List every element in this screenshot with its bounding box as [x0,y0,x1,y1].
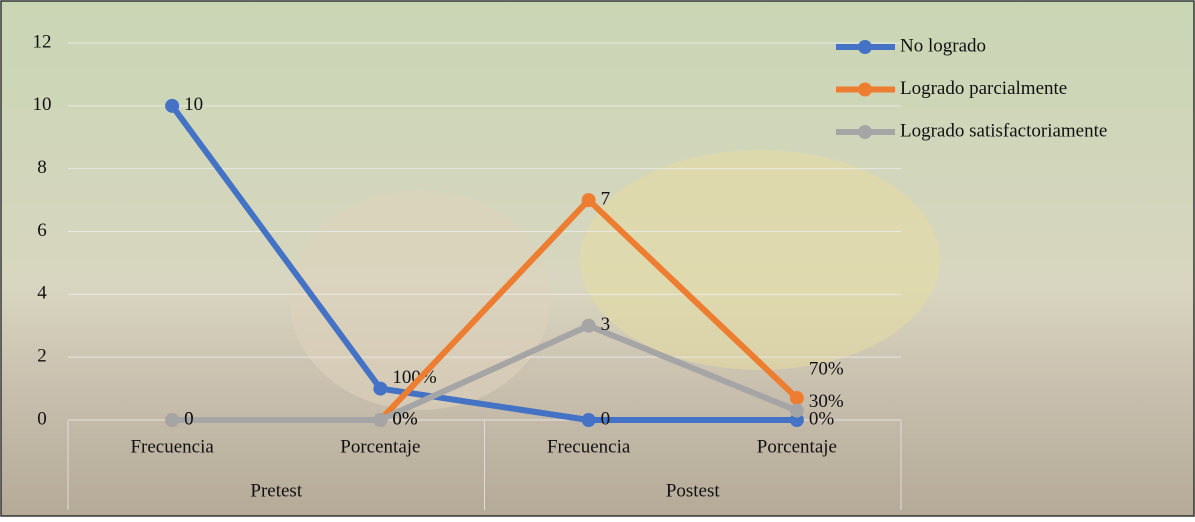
x-group-label: Postest [666,480,721,501]
background-shape [580,150,940,370]
y-tick-label: 0 [37,408,47,429]
legend-marker [858,125,872,139]
data-point [582,413,596,427]
data-label: 0% [392,408,418,429]
legend-marker [858,40,872,54]
data-label: 3 [601,314,611,335]
chart: 0 2 4 6 8 10 12 Frecuencia Porcentaje Frecuencia P… [0,0,1195,517]
y-tick-label: 6 [37,220,47,241]
data-point [373,382,387,396]
data-label: 70% [809,358,844,379]
data-point [373,413,387,427]
x-tick-label: Frecuencia [547,436,631,457]
y-tick-label: 12 [33,31,52,52]
legend-label: Logrado satisfactoriamente [900,120,1107,141]
data-point [790,404,804,418]
data-label: 0 [601,408,611,429]
data-label: 10 [184,94,203,115]
data-label: 30% [809,391,844,412]
data-point [582,193,596,207]
x-group-label: Pretest [250,480,302,501]
legend-label: Logrado parcialmente [900,78,1067,99]
data-label: 0 [184,408,194,429]
data-point [790,391,804,405]
y-tick-label: 4 [37,283,47,304]
y-tick-label: 2 [37,346,47,367]
legend-label: No logrado [900,35,986,56]
y-tick-label: 8 [37,157,47,178]
data-point [165,99,179,113]
x-tick-label: Porcentaje [340,436,420,457]
legend-marker [858,83,872,97]
data-label: 7 [601,188,611,209]
data-point [165,413,179,427]
x-tick-label: Frecuencia [130,436,214,457]
x-tick-label: Porcentaje [757,436,837,457]
data-point [582,319,596,333]
y-tick-label: 10 [33,94,52,115]
